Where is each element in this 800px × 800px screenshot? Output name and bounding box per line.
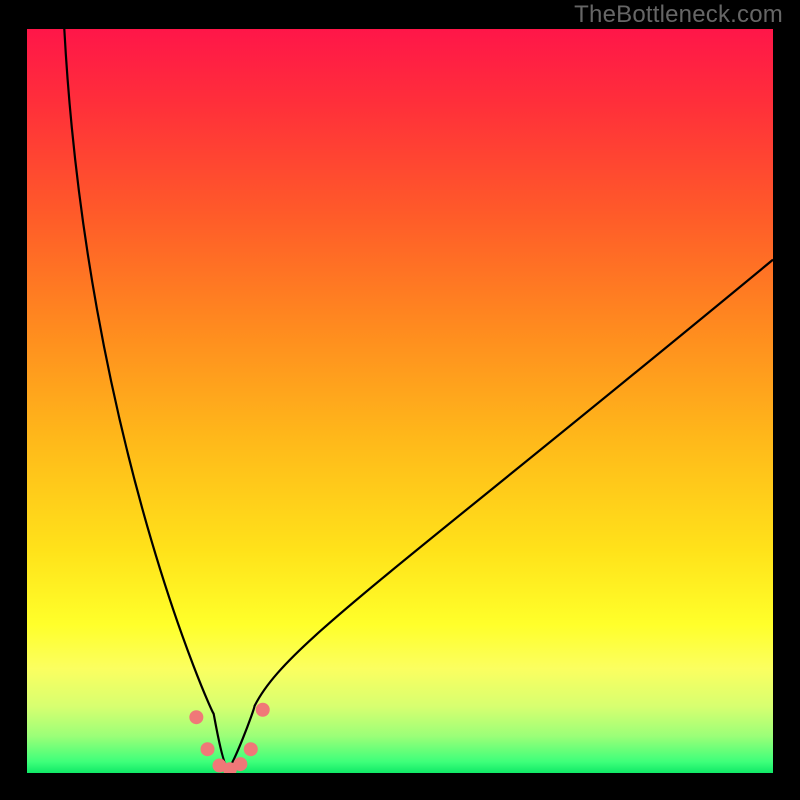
marker-0 xyxy=(189,710,203,724)
bottleneck-curve xyxy=(27,29,773,773)
marker-6 xyxy=(256,703,270,717)
marker-4 xyxy=(233,757,247,771)
frame-bottom xyxy=(0,773,800,800)
v-curve-path xyxy=(64,29,773,768)
watermark-text: TheBottleneck.com xyxy=(574,1,783,29)
plot-area xyxy=(27,29,773,773)
marker-1 xyxy=(201,742,215,756)
frame-right xyxy=(773,0,800,800)
marker-5 xyxy=(244,742,258,756)
trough-markers xyxy=(189,703,269,773)
frame-left xyxy=(0,0,27,800)
